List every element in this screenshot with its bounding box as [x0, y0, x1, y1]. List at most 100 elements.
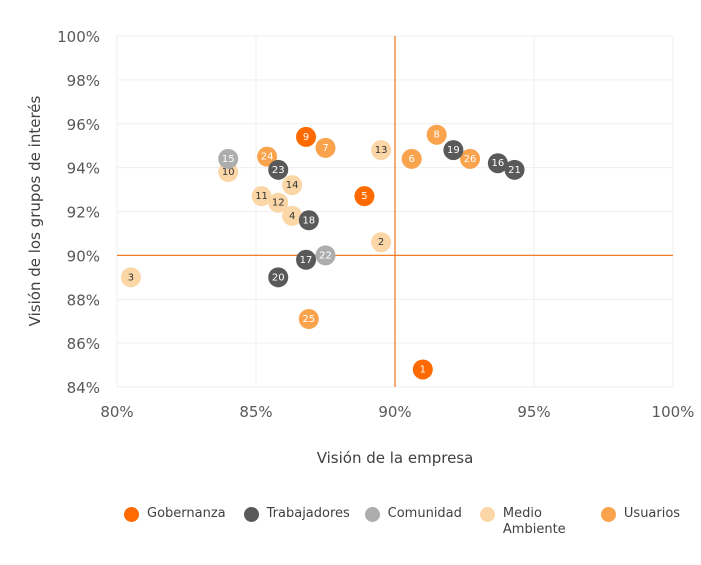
data-point-22: 22 — [315, 245, 336, 266]
point-label: 24 — [261, 152, 274, 163]
legend-label: Trabajadores — [266, 506, 350, 521]
reference-lines — [117, 36, 673, 387]
data-point-20: 20 — [268, 267, 289, 288]
point-label: 4 — [289, 211, 295, 222]
legend-item-comunidad: Comunidad — [364, 506, 462, 538]
point-marker — [487, 153, 508, 174]
point-marker — [282, 175, 303, 196]
point-label: 19 — [447, 145, 460, 156]
legend-swatch-icon — [124, 507, 139, 522]
point-marker — [282, 205, 303, 226]
data-point-13: 13 — [371, 140, 392, 161]
point-marker — [315, 137, 336, 158]
point-label: 25 — [302, 314, 315, 325]
point-marker — [268, 192, 289, 213]
data-point-24: 24 — [257, 146, 278, 167]
legend-label: Gobernanza — [147, 506, 226, 521]
y-axis-ticks: 100% 98% 96% 94% 92% 90% 88% 86% 84% — [57, 28, 100, 397]
point-marker — [120, 267, 141, 288]
point-label: 26 — [464, 154, 477, 165]
point-label: 21 — [508, 165, 521, 176]
legend-swatch-icon — [479, 507, 495, 522]
point-marker — [268, 159, 289, 180]
legend-label: Comunidad — [387, 506, 462, 521]
y-tick-label: 96% — [67, 116, 100, 134]
data-point-23: 23 — [268, 159, 289, 180]
data-point-4: 4 — [282, 205, 303, 226]
data-point-6: 6 — [401, 148, 422, 169]
data-point-21: 21 — [504, 159, 525, 180]
data-point-2: 2 — [371, 232, 392, 253]
point-marker — [268, 267, 289, 288]
data-point-15: 15 — [218, 148, 239, 169]
legend-swatch-icon — [600, 507, 616, 522]
data-point-11: 11 — [251, 186, 272, 207]
point-marker — [315, 245, 336, 266]
point-label: 18 — [302, 215, 315, 226]
y-tick-label: 84% — [67, 379, 100, 397]
x-tick-label: 80% — [100, 403, 133, 421]
x-tick-label: 85% — [239, 403, 272, 421]
x-axis-ticks: 80% 85% 90% 95% 100% — [100, 403, 694, 421]
data-point-5: 5 — [354, 186, 375, 207]
point-marker — [401, 148, 422, 169]
point-label: 8 — [434, 130, 440, 141]
x-tick-label: 100% — [652, 403, 695, 421]
point-label: 6 — [408, 154, 414, 165]
point-label: 20 — [272, 272, 285, 283]
legend-label: Medio Ambiente — [502, 506, 566, 537]
legend-item-gobernanza: Gobernanza — [124, 506, 226, 538]
y-tick-label: 100% — [57, 28, 100, 46]
point-label: 5 — [361, 191, 367, 202]
data-point-7: 7 — [315, 137, 336, 158]
point-label: 11 — [255, 191, 268, 202]
x-tick-label: 90% — [378, 403, 411, 421]
y-axis-label: Visión de los grupos de interés — [26, 95, 44, 326]
data-point-14: 14 — [282, 175, 303, 196]
data-point-1: 1 — [412, 359, 433, 380]
data-point-9: 9 — [296, 126, 317, 147]
legend-swatch-icon — [243, 507, 259, 522]
y-tick-label: 98% — [67, 72, 100, 90]
point-marker — [298, 308, 319, 329]
point-label: 10 — [222, 167, 235, 178]
point-label: 1 — [420, 364, 426, 375]
y-tick-label: 86% — [67, 335, 100, 353]
legend-item-usuarios: Usuarios — [600, 506, 680, 538]
y-tick-label: 94% — [67, 160, 100, 178]
point-label: 13 — [375, 145, 388, 156]
x-tick-label: 95% — [517, 403, 550, 421]
y-tick-label: 90% — [67, 247, 100, 265]
legend: Gobernanza Trabajadores Comunidad Medio Amb… — [124, 506, 698, 538]
data-point-25: 25 — [298, 308, 319, 329]
point-label: 3 — [128, 272, 134, 283]
point-marker — [426, 124, 447, 145]
point-label: 23 — [272, 165, 285, 176]
point-label: 9 — [303, 132, 309, 143]
point-marker — [296, 249, 317, 270]
data-point-17: 17 — [296, 249, 317, 270]
point-marker — [460, 148, 481, 169]
legend-item-trabajadores: Trabajadores — [243, 506, 350, 538]
point-label: 15 — [222, 154, 235, 165]
x-axis-label: Visión de la empresa — [317, 449, 474, 467]
point-marker — [504, 159, 525, 180]
point-marker — [412, 359, 433, 380]
legend-item-medio-ambiente: Medio Ambiente — [479, 506, 583, 538]
point-label: 7 — [322, 143, 328, 154]
data-point-18: 18 — [298, 210, 319, 231]
point-label: 12 — [272, 198, 285, 209]
point-marker — [296, 126, 317, 147]
point-marker — [443, 140, 464, 161]
data-point-3: 3 — [120, 267, 141, 288]
data-point-19: 19 — [443, 140, 464, 161]
data-point-26: 26 — [460, 148, 481, 169]
point-label: 22 — [319, 250, 332, 261]
data-point-8: 8 — [426, 124, 447, 145]
point-marker — [371, 140, 392, 161]
point-marker — [218, 148, 239, 169]
y-tick-label: 88% — [67, 291, 100, 309]
point-label: 2 — [378, 237, 384, 248]
